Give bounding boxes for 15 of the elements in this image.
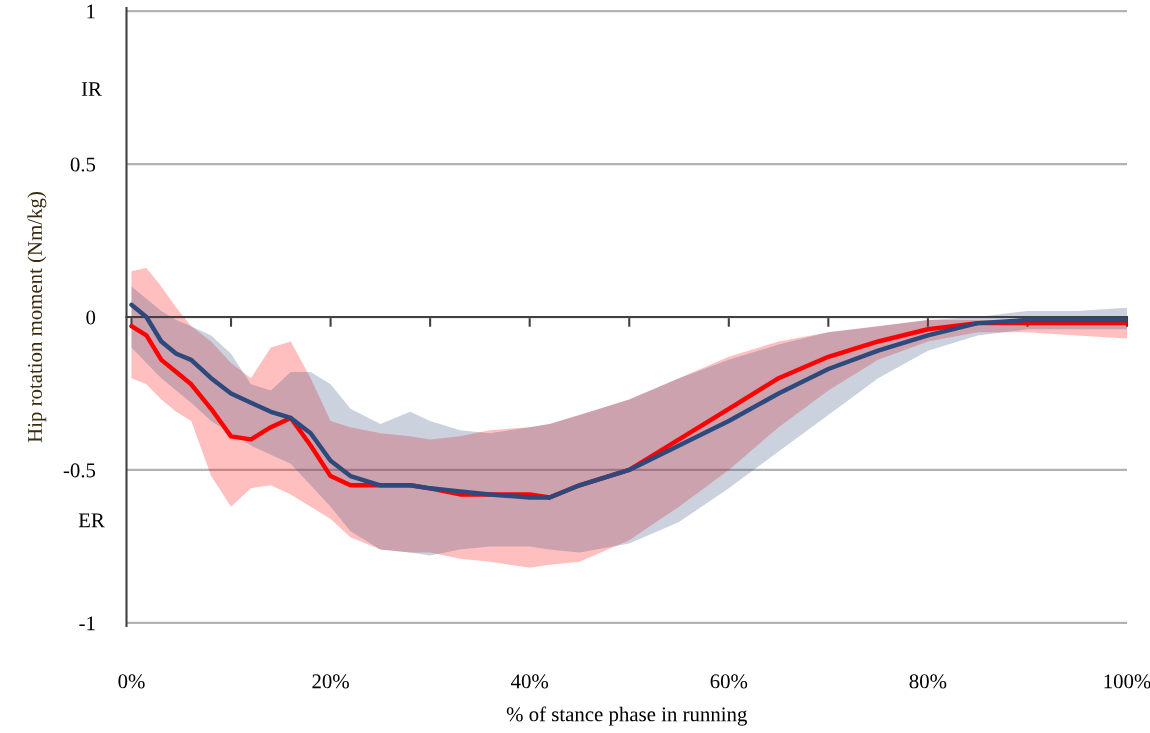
y-tick-label: 0 bbox=[86, 310, 96, 325]
y-tick-label: -0.5 bbox=[63, 463, 96, 478]
x-tick-label: 40% bbox=[511, 674, 549, 689]
x-tick-label: 100% bbox=[1104, 674, 1150, 689]
x-tick-label: 60% bbox=[710, 674, 748, 689]
y-tick-label: 1 bbox=[87, 4, 95, 19]
text: ER bbox=[78, 513, 105, 528]
x-tick-label: 20% bbox=[312, 674, 349, 689]
y-tick-label: -1 bbox=[79, 616, 95, 631]
x-tick-label: 0% bbox=[118, 674, 145, 689]
y-axis-title: Hip rotation moment (Nm/kg) bbox=[27, 192, 47, 443]
text: IR bbox=[81, 82, 102, 96]
y-tick-label: 0.5 bbox=[70, 157, 96, 172]
x-tick-label: 80% bbox=[909, 674, 947, 689]
x-axis-title: % of stance phase in running bbox=[506, 706, 747, 726]
